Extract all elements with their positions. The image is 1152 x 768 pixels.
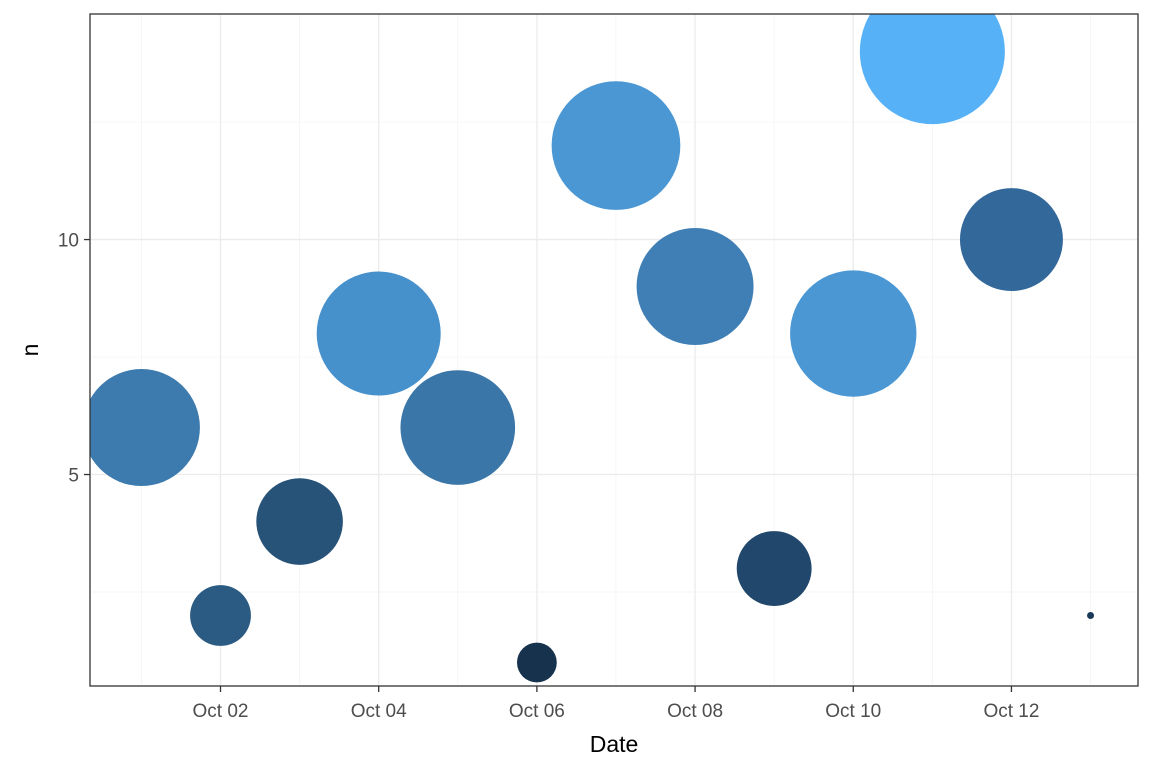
y-tick-label: 10 <box>58 231 79 252</box>
data-point-2023-10-03 <box>256 478 343 565</box>
x-tick-label: Oct 06 <box>509 701 565 722</box>
x-tick-label: Oct 12 <box>983 701 1039 722</box>
data-point-2023-10-13 <box>1087 612 1095 620</box>
data-point-2023-10-09 <box>736 531 812 606</box>
data-point-2023-10-07 <box>551 81 681 210</box>
y-axis-title: n <box>17 344 43 357</box>
data-point-2023-10-12 <box>959 188 1063 292</box>
data-point-2023-10-05 <box>400 370 516 485</box>
x-tick-label: Oct 10 <box>825 701 881 722</box>
x-tick-label: Oct 08 <box>667 701 723 722</box>
x-tick-label: Oct 04 <box>351 701 407 722</box>
y-tick-label: 5 <box>68 466 79 487</box>
data-point-2023-10-01 <box>90 369 200 487</box>
panel-border <box>89 13 1139 687</box>
x-axis-title: Date <box>590 731 639 757</box>
x-tick-label: Oct 02 <box>193 701 249 722</box>
data-point-2023-10-10 <box>790 270 917 397</box>
data-points <box>90 14 1095 683</box>
data-point-2023-10-04 <box>316 271 441 396</box>
x-axis-ticks: Oct 02 Oct 04 Oct 06 Oct 08 Oct 10 Oct 12 <box>193 686 1039 722</box>
data-point-2023-10-08 <box>636 228 754 346</box>
data-point-2023-10-02 <box>190 585 251 646</box>
y-axis-ticks: 5 10 <box>58 231 90 487</box>
data-point-2023-10-06 <box>516 642 557 683</box>
data-point-2023-10-11 <box>859 14 1005 125</box>
